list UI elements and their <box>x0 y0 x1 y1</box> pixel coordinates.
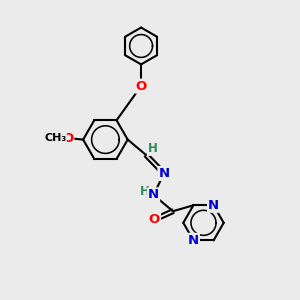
Text: N: N <box>158 167 169 180</box>
Text: N: N <box>208 199 219 212</box>
Text: O: O <box>149 213 160 226</box>
Text: H: H <box>140 185 150 198</box>
Text: H: H <box>148 142 158 155</box>
Text: N: N <box>188 234 199 247</box>
Text: CH₃: CH₃ <box>44 133 66 143</box>
Text: O: O <box>62 132 73 145</box>
Text: N: N <box>148 188 159 201</box>
Text: O: O <box>136 80 147 93</box>
